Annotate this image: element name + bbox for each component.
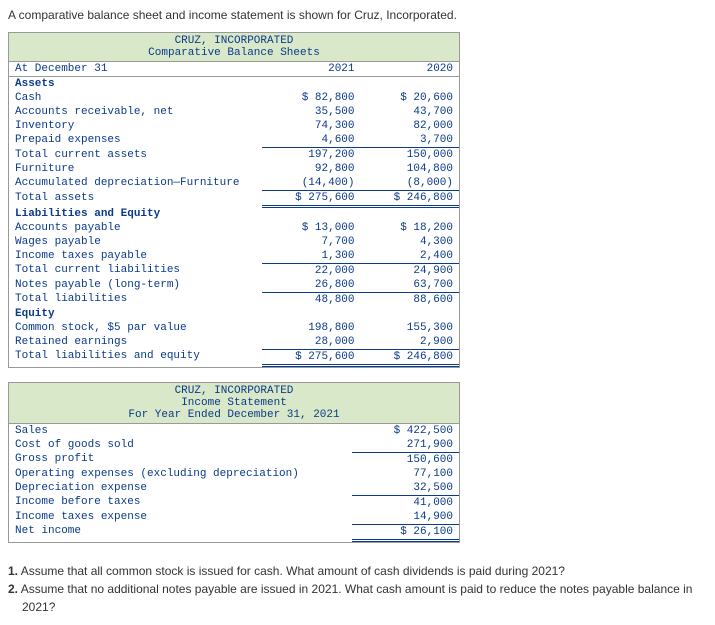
bs-col-2021: 2021 [262,62,360,77]
row-label: Total liabilities and equity [9,349,262,365]
q1-num: 1. [8,564,18,578]
row-val: 14,900 [352,510,459,525]
row-val: $ 246,800 [361,349,459,365]
row-label: Sales [9,424,352,438]
row-label: Prepaid expenses [9,133,262,148]
row-val: 92,800 [262,162,360,176]
income-statement: CRUZ, INCORPORATED Income Statement For … [8,382,460,543]
row-val: 2,400 [361,249,459,264]
is-title-2: Income Statement [9,397,459,409]
questions: 1. Assume that all common stock is issue… [8,563,707,616]
row-val: 77,100 [352,467,459,481]
row-val: 28,000 [262,335,360,350]
row-val: $ 26,100 [352,524,459,540]
row-val: 43,700 [361,105,459,119]
bs-liab-header: Liabilities and Equity [9,207,262,221]
bs-header: CRUZ, INCORPORATED Comparative Balance S… [9,33,459,62]
row-val: 88,600 [361,292,459,307]
row-label: Gross profit [9,452,352,467]
bs-col-2020: 2020 [361,62,459,77]
row-val: 2,900 [361,335,459,350]
row-val: 1,300 [262,249,360,264]
row-label: Income before taxes [9,495,352,510]
row-val: 150,600 [352,452,459,467]
row-val: 22,000 [262,263,360,278]
row-val: 155,300 [361,321,459,335]
row-val: 4,600 [262,133,360,148]
row-val: $ 422,500 [352,424,459,438]
is-header: CRUZ, INCORPORATED Income Statement For … [9,383,459,424]
row-label: Retained earnings [9,335,262,350]
row-label: Total current liabilities [9,263,262,278]
bs-assets-header: Assets [9,77,262,92]
q2-text-b: 2021? [8,599,707,615]
row-val: 104,800 [361,162,459,176]
bs-table: At December 31 2021 2020 Assets Cash$ 82… [9,62,459,367]
row-label: Furniture [9,162,262,176]
row-label: Depreciation expense [9,481,352,496]
bs-title-2: Comparative Balance Sheets [9,47,459,59]
row-val: 198,800 [262,321,360,335]
row-val: 82,000 [361,119,459,133]
row-label: Total liabilities [9,292,262,307]
row-val: $ 246,800 [361,191,459,207]
row-val: (14,400) [262,176,360,191]
row-label: Cash [9,91,262,105]
q1-text: Assume that all common stock is issued f… [21,564,565,578]
row-label: Accounts receivable, net [9,105,262,119]
bs-col-label: At December 31 [9,62,262,77]
row-val: 4,300 [361,235,459,249]
row-label: Operating expenses (excluding depreciati… [9,467,352,481]
row-label: Common stock, $5 par value [9,321,262,335]
row-val: $ 275,600 [262,349,360,365]
row-label: Accumulated depreciation—Furniture [9,176,262,191]
row-val: 150,000 [361,148,459,163]
row-val: 74,300 [262,119,360,133]
row-label: Wages payable [9,235,262,249]
row-val: 35,500 [262,105,360,119]
row-val: 7,700 [262,235,360,249]
row-val: 24,900 [361,263,459,278]
row-val: 3,700 [361,133,459,148]
row-val: 271,900 [352,438,459,453]
is-title-3: For Year Ended December 31, 2021 [9,409,459,421]
row-val: $ 20,600 [361,91,459,105]
q2-num: 2. [8,582,18,596]
row-val: 26,800 [262,278,360,293]
question-2: 2. Assume that no additional notes payab… [8,581,707,597]
bs-equity-header: Equity [9,307,262,321]
row-val: $ 18,200 [361,221,459,235]
intro-text: A comparative balance sheet and income s… [8,8,707,22]
row-val: $ 13,000 [262,221,360,235]
row-label: Income taxes expense [9,510,352,525]
row-label: Accounts payable [9,221,262,235]
row-label: Income taxes payable [9,249,262,264]
row-val: 32,500 [352,481,459,496]
row-val: (8,000) [361,176,459,191]
row-label: Total current assets [9,148,262,163]
row-val: $ 82,800 [262,91,360,105]
row-label: Total assets [9,191,262,207]
row-label: Net income [9,524,352,540]
row-label: Cost of goods sold [9,438,352,453]
row-val: $ 275,600 [262,191,360,207]
balance-sheet: CRUZ, INCORPORATED Comparative Balance S… [8,32,460,368]
row-val: 48,800 [262,292,360,307]
bs-title-1: CRUZ, INCORPORATED [9,35,459,47]
row-val: 63,700 [361,278,459,293]
is-table: Sales$ 422,500 Cost of goods sold271,900… [9,424,459,542]
row-val: 197,200 [262,148,360,163]
row-label: Notes payable (long-term) [9,278,262,293]
is-title-1: CRUZ, INCORPORATED [9,385,459,397]
row-val: 41,000 [352,495,459,510]
row-label: Inventory [9,119,262,133]
q2-text-a: Assume that no additional notes payable … [21,582,693,596]
question-1: 1. Assume that all common stock is issue… [8,563,707,579]
